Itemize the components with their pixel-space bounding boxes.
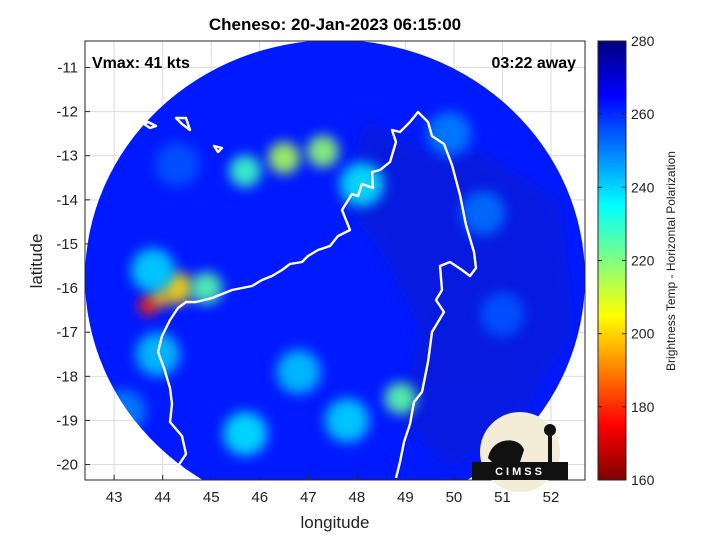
logo-text: CIMSS (495, 466, 545, 478)
satellite-disc (85, 41, 585, 480)
colorbar-ticks: 280 260 240 220 200 180 160 (598, 33, 655, 488)
colorbar-tick-label: 160 (631, 472, 655, 488)
cimss-logo: CIMSS (472, 412, 568, 492)
small-island-2 (212, 144, 224, 154)
colorbar-tick-label: 200 (631, 326, 655, 342)
x-tick-label: 48 (349, 489, 366, 506)
y-tick-label: -16 (56, 280, 78, 297)
colorbar-tick-label: 240 (631, 179, 655, 195)
vmax-annotation: Vmax: 41 kts (92, 55, 190, 72)
x-tick-label: 45 (203, 489, 220, 506)
x-tick-label: 51 (494, 489, 511, 506)
brightness-blob (130, 248, 175, 293)
colorbar-tick-label: 180 (631, 399, 655, 415)
brightness-blob (427, 111, 472, 156)
logo-banner (472, 462, 568, 480)
brightness-blob (461, 191, 506, 236)
coastline (122, 82, 478, 479)
logo-tower-icon (544, 424, 556, 436)
logo-dish-icon (488, 440, 524, 462)
y-axis: -11 -12 -13 -14 -15 -16 -17 -18 -19 -20 (56, 59, 90, 474)
brightness-blob (268, 141, 301, 174)
y-tick-label: -14 (56, 192, 78, 209)
y-tick-label: -13 (56, 148, 78, 165)
colorbar-tick-label: 280 (631, 33, 655, 49)
colorbar-tick-label: 220 (631, 253, 655, 269)
y-tick-label: -12 (56, 104, 78, 121)
mayotte-island (174, 116, 192, 132)
x-tick-label: 47 (300, 489, 317, 506)
brightness-blob (384, 382, 417, 415)
mainland-coast (171, 465, 183, 477)
madagascar-west-coast (156, 121, 411, 479)
colorbar-label: Brightness Temp - Horizontal Polarizatio… (664, 151, 678, 371)
dark-region (340, 120, 575, 470)
x-tick-label: 43 (106, 489, 123, 506)
brightness-features (101, 111, 525, 456)
brightness-blob (276, 349, 321, 394)
colorbar (597, 40, 627, 481)
x-tick-label: 52 (543, 489, 560, 506)
colorbar-tick-label: 260 (631, 106, 655, 122)
brightness-blob (229, 155, 262, 188)
chart-title: Cheneso: 20-Jan-2023 06:15:00 (209, 15, 461, 34)
comoros-island (122, 82, 138, 106)
y-tick-label: -11 (57, 59, 78, 76)
x-axis: 43 44 45 46 47 48 49 50 51 52 (106, 475, 560, 506)
x-tick-label: 46 (251, 489, 268, 506)
plot-frame (84, 40, 586, 481)
brightness-blob (306, 135, 339, 168)
brightness-blob (223, 411, 268, 456)
brightness-blob (480, 292, 525, 337)
y-tick-label: -18 (56, 368, 78, 385)
brightness-blob (155, 142, 200, 187)
x-axis-label: longitude (300, 513, 369, 532)
x-tick-label: 44 (154, 489, 171, 506)
y-axis-label: latitude (27, 234, 46, 289)
x-tick-label: 49 (397, 489, 414, 506)
y-tick-label: -19 (56, 412, 78, 429)
y-tick-label: -17 (56, 324, 78, 341)
small-island (142, 120, 158, 130)
y-tick-label: -15 (56, 236, 78, 253)
madagascar-east-coast (394, 110, 478, 479)
y-tick-label: -20 (56, 457, 78, 474)
brightness-blob (325, 398, 370, 443)
distance-annotation: 03:22 away (491, 55, 576, 72)
x-tick-label: 50 (446, 489, 463, 506)
